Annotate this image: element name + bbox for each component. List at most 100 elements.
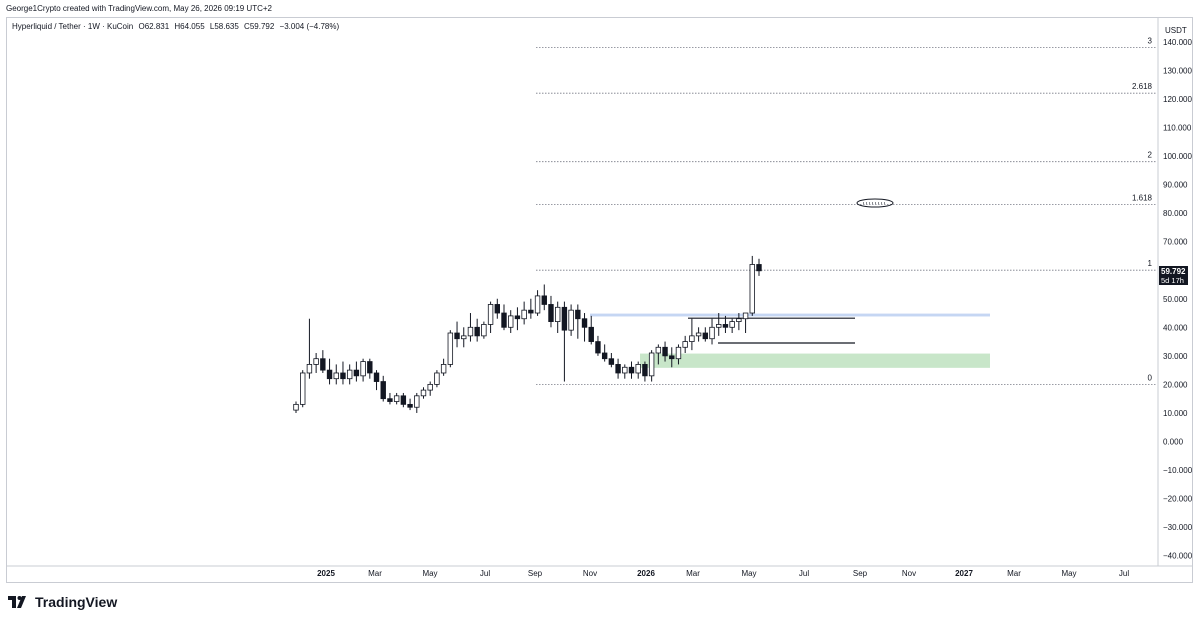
candle-body xyxy=(554,306,561,322)
time-tick-label: Sep xyxy=(528,569,543,578)
candle-body xyxy=(568,309,574,331)
candle-body xyxy=(447,332,454,365)
candle-body xyxy=(380,381,386,400)
candle-body xyxy=(514,315,521,320)
price-tick-label: −10.000 xyxy=(1163,466,1193,475)
candle-body xyxy=(675,346,682,360)
candle-body xyxy=(373,372,380,382)
time-tick-label: Mar xyxy=(368,569,382,578)
time-tick-label: Nov xyxy=(902,569,916,578)
candles-layer xyxy=(293,255,762,413)
tradingview-brand-name: TradingView xyxy=(35,594,118,610)
candle-body xyxy=(467,326,474,337)
candle-body xyxy=(662,346,668,357)
symbol-legend: Hyperliquid / Tether · 1W · KuCoin O62.8… xyxy=(12,22,342,31)
candle-body xyxy=(353,369,360,377)
candle-body xyxy=(481,324,487,337)
candle-body xyxy=(414,395,420,408)
price-tick-label: 120.000 xyxy=(1163,95,1192,104)
candle-body xyxy=(300,372,306,405)
price-tick-label: 70.000 xyxy=(1163,238,1188,247)
time-tick-label: May xyxy=(741,569,756,578)
candle-body xyxy=(695,332,702,337)
legend-open: O62.831 xyxy=(138,22,170,31)
price-tick-label: 100.000 xyxy=(1163,152,1192,161)
candle-body xyxy=(427,383,433,391)
time-tick-label: Sep xyxy=(853,569,868,578)
price-tick-label: −40.000 xyxy=(1163,552,1193,561)
price-tick-label: 110.000 xyxy=(1163,123,1192,132)
candle-body xyxy=(749,264,755,314)
price-tick-label: 20.000 xyxy=(1163,380,1188,389)
last-price-label: 59.792 5d 17h xyxy=(1159,266,1188,285)
zone-blue xyxy=(590,313,990,317)
price-tick-label: 0.000 xyxy=(1163,438,1184,447)
price-axis-currency: USDT xyxy=(1165,26,1187,35)
candle-body xyxy=(346,369,353,380)
price-tick-label: 90.000 xyxy=(1163,181,1188,190)
candle-body xyxy=(709,326,715,340)
candle-body xyxy=(541,295,547,305)
fib-label-3: 3 xyxy=(1148,37,1153,46)
candle-body xyxy=(326,369,333,380)
candle-body xyxy=(742,312,749,320)
price-tick-label: 130.000 xyxy=(1163,66,1192,75)
candle-body xyxy=(622,366,628,374)
candle-body xyxy=(340,372,346,380)
zone-green xyxy=(640,353,990,368)
fib-label-2: 2 xyxy=(1148,151,1153,160)
fib-label-1: 1 xyxy=(1148,259,1153,268)
time-tick-label: 2025 xyxy=(317,569,335,578)
time-tick-label: Mar xyxy=(1007,569,1021,578)
time-tick-label: May xyxy=(1061,569,1076,578)
candle-body xyxy=(534,295,541,314)
tradingview-logo[interactable]: TradingView xyxy=(8,594,117,610)
legend-change: −3.004 (−4.78%) xyxy=(279,22,340,31)
chart-frame xyxy=(6,17,1193,583)
candle-body xyxy=(642,364,648,377)
candle-body xyxy=(313,358,319,365)
last-price-value: 59.792 xyxy=(1161,267,1186,276)
candle-body xyxy=(306,364,313,374)
candle-body xyxy=(461,335,467,340)
levels-layer xyxy=(688,317,855,344)
candle-body xyxy=(454,332,460,340)
candle-body xyxy=(682,341,688,348)
candle-body xyxy=(635,364,641,374)
candle-body xyxy=(736,318,742,322)
candle-body xyxy=(561,306,568,331)
candle-body xyxy=(320,358,326,371)
candle-body xyxy=(648,352,655,377)
attribution-text: George1Crypto created with TradingView.c… xyxy=(6,4,272,13)
time-tick-label: Jul xyxy=(480,569,490,578)
symbol-title[interactable]: Hyperliquid / Tether · 1W · KuCoin xyxy=(12,22,134,31)
candle-body xyxy=(581,318,588,328)
price-tick-label: 10.000 xyxy=(1163,409,1188,418)
price-tick-label: 80.000 xyxy=(1163,209,1188,218)
candle-body xyxy=(655,346,662,354)
candle-body xyxy=(400,395,407,405)
fib-label-1.618: 1.618 xyxy=(1132,194,1153,203)
candle-body xyxy=(615,364,621,374)
candle-body xyxy=(608,358,615,365)
candle-body xyxy=(689,335,695,342)
price-tick-label: −20.000 xyxy=(1163,495,1193,504)
candle-body xyxy=(501,312,507,328)
candle-body xyxy=(420,389,427,397)
candle-body xyxy=(293,403,299,411)
candle-body xyxy=(333,372,339,380)
candle-body xyxy=(528,309,534,314)
candle-body xyxy=(367,361,373,374)
candle-body xyxy=(595,341,601,354)
candle-body xyxy=(440,364,447,374)
time-tick-label: Jul xyxy=(799,569,809,578)
candle-body xyxy=(387,398,393,402)
time-tick-label: Mar xyxy=(686,569,700,578)
legend-close: C59.792 xyxy=(244,22,275,31)
candle-body xyxy=(434,372,440,385)
time-tick-label: Jul xyxy=(1119,569,1129,578)
tradingview-logo-icon xyxy=(8,596,26,608)
price-axis-ticks: 140.000 130.000 120.000 110.000 100.000 90.00… xyxy=(1163,38,1193,561)
fib-label-2.618: 2.618 xyxy=(1132,82,1153,91)
